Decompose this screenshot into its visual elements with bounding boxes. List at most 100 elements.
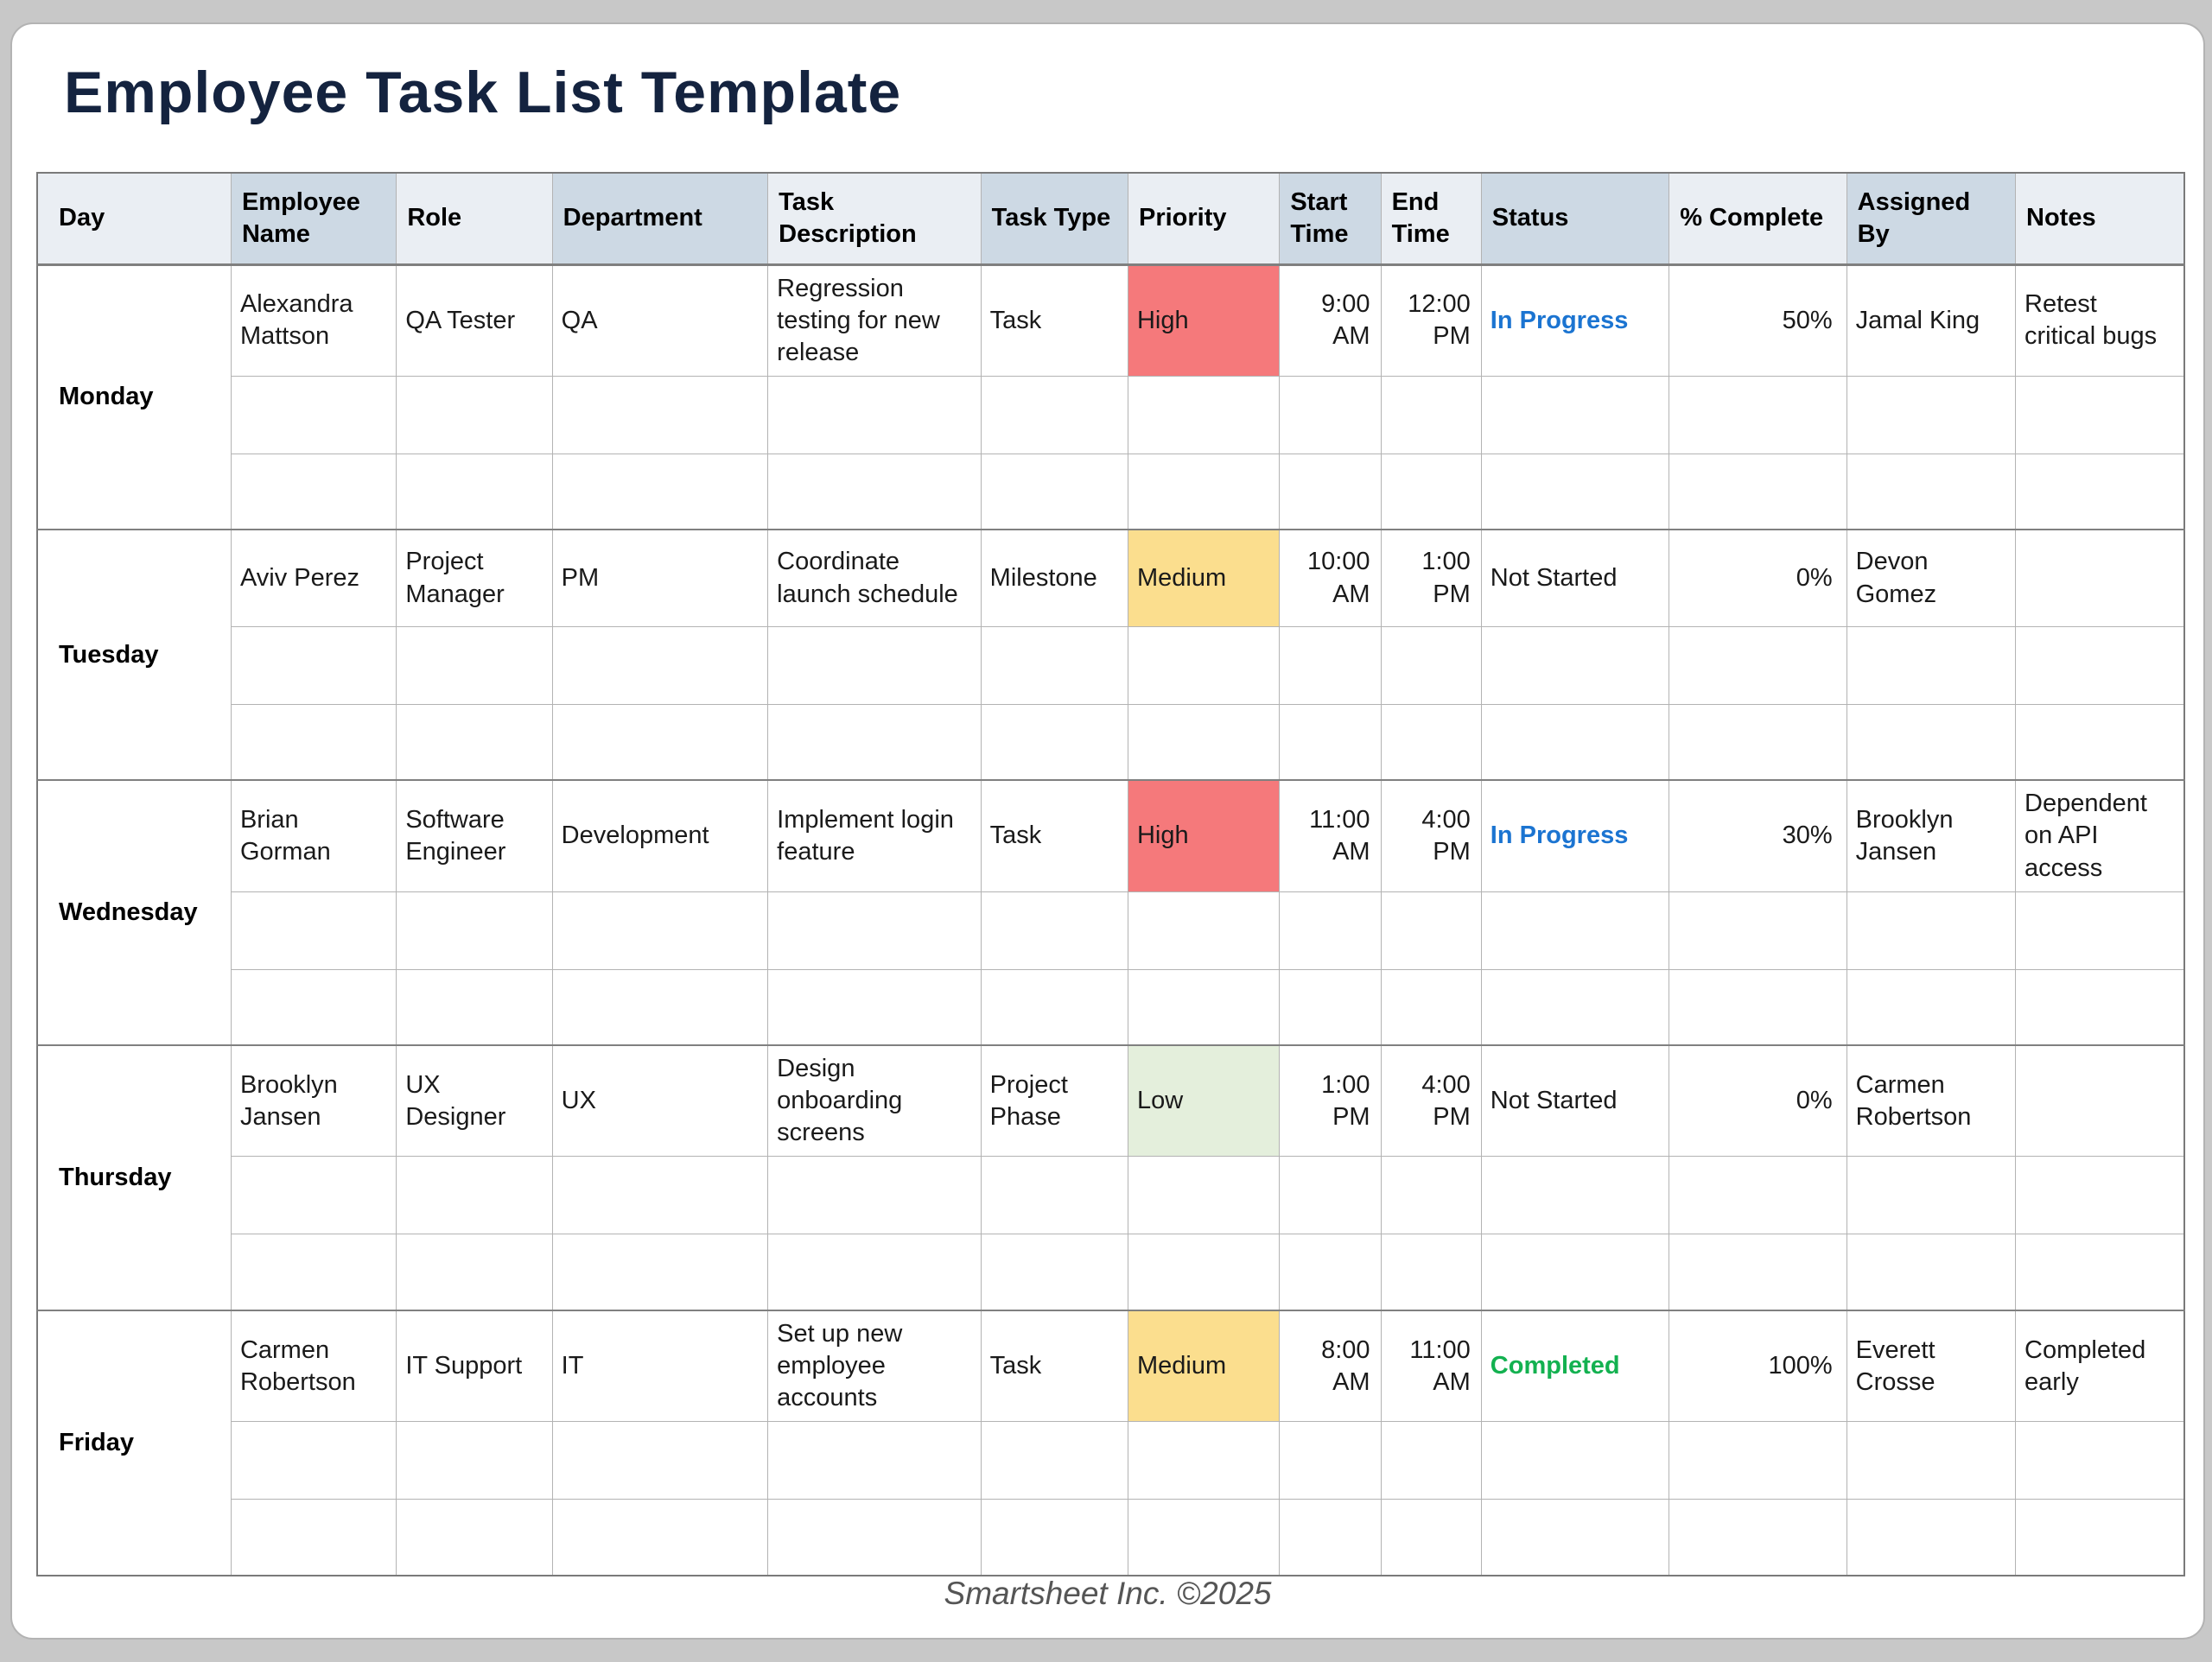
empty-cell xyxy=(2015,453,2185,530)
cell-assigned-by: Jamal King xyxy=(1846,263,2017,377)
cell-percent-complete: 100% xyxy=(1669,1309,1847,1423)
empty-cell xyxy=(1279,625,1382,705)
empty-cell xyxy=(1480,968,1670,1046)
cell-task-description: Set up new employee accounts xyxy=(767,1309,982,1423)
cell-percent-complete: 0% xyxy=(1669,529,1847,627)
empty-cell xyxy=(396,891,553,970)
cell-priority: Medium xyxy=(1127,1309,1281,1423)
empty-cell xyxy=(980,375,1128,454)
empty-cell xyxy=(230,1234,397,1311)
table-row: Wednesday Brian Gorman Software Engineer… xyxy=(36,779,2185,1046)
empty-cell xyxy=(1380,625,1482,705)
empty-row xyxy=(37,1234,2185,1311)
empty-cell xyxy=(1279,1499,1382,1576)
empty-cell xyxy=(1846,625,2017,705)
task-table-wrapper: Day Employee Name Role Department Task D… xyxy=(36,172,2185,1576)
empty-cell xyxy=(2015,1156,2185,1235)
empty-cell xyxy=(551,968,769,1046)
table-row: Monday Alexandra Mattson QA Tester QA Re… xyxy=(36,263,2185,530)
cell-notes xyxy=(2015,529,2185,627)
empty-cell xyxy=(2015,375,2185,454)
cell-assigned-by: Devon Gomez xyxy=(1846,529,2017,627)
empty-cell xyxy=(1380,1234,1482,1311)
empty-cell xyxy=(551,625,769,705)
empty-cell xyxy=(551,891,769,970)
empty-cell xyxy=(1480,375,1670,454)
header-task-type: Task Type xyxy=(980,172,1128,266)
empty-cell xyxy=(767,891,982,970)
empty-cell xyxy=(551,453,769,530)
empty-cell xyxy=(396,625,553,705)
empty-cell xyxy=(767,703,982,781)
empty-cell xyxy=(2015,891,2185,970)
empty-cell xyxy=(396,1499,553,1576)
empty-cell xyxy=(1480,1499,1670,1576)
empty-cell xyxy=(396,1156,553,1235)
empty-cell xyxy=(980,1499,1128,1576)
day-label-tuesday: Tuesday xyxy=(36,529,232,781)
cell-status: In Progress xyxy=(1480,263,1670,377)
cell-role: Software Engineer xyxy=(396,779,553,892)
empty-cell xyxy=(1127,625,1281,705)
cell-department: PM xyxy=(551,529,769,627)
empty-cell xyxy=(396,1421,553,1500)
day-label-friday: Friday xyxy=(36,1309,232,1576)
empty-cell xyxy=(1846,968,2017,1046)
empty-cell xyxy=(1279,1421,1382,1500)
empty-row xyxy=(37,703,2185,781)
empty-cell xyxy=(230,968,397,1046)
cell-employee-name: Carmen Robertson xyxy=(230,1309,397,1423)
empty-cell xyxy=(980,703,1128,781)
empty-cell xyxy=(230,1156,397,1235)
page-title: Employee Task List Template xyxy=(64,60,902,125)
cell-employee-name: Brian Gorman xyxy=(230,779,397,892)
cell-start-time: 1:00 PM xyxy=(1279,1044,1382,1158)
empty-cell xyxy=(767,968,982,1046)
empty-cell xyxy=(767,1421,982,1500)
empty-cell xyxy=(767,1499,982,1576)
empty-cell xyxy=(230,625,397,705)
cell-role: UX Designer xyxy=(396,1044,553,1158)
empty-row xyxy=(37,1499,2185,1576)
empty-cell xyxy=(230,1421,397,1500)
header-priority: Priority xyxy=(1127,172,1281,266)
cell-start-time: 9:00 AM xyxy=(1279,263,1382,377)
empty-cell xyxy=(1846,703,2017,781)
empty-row xyxy=(37,891,2185,970)
cell-priority: High xyxy=(1127,263,1281,377)
cell-employee-name: Brooklyn Jansen xyxy=(230,1044,397,1158)
empty-cell xyxy=(767,1156,982,1235)
empty-cell xyxy=(980,1234,1128,1311)
cell-start-time: 10:00 AM xyxy=(1279,529,1382,627)
header-status: Status xyxy=(1480,172,1670,266)
empty-cell xyxy=(1669,703,1847,781)
empty-cell xyxy=(767,1234,982,1311)
empty-cell xyxy=(1279,453,1382,530)
footer-copyright: Smartsheet Inc. ©2025 xyxy=(944,1576,1272,1611)
empty-cell xyxy=(396,453,553,530)
empty-cell xyxy=(1127,375,1281,454)
empty-cell xyxy=(1669,891,1847,970)
empty-cell xyxy=(1846,1499,2017,1576)
cell-assigned-by: Carmen Robertson xyxy=(1846,1044,2017,1158)
empty-cell xyxy=(2015,1421,2185,1500)
empty-cell xyxy=(980,968,1128,1046)
empty-cell xyxy=(396,1234,553,1311)
day-label-monday: Monday xyxy=(36,263,232,530)
cell-notes: Retest critical bugs xyxy=(2015,263,2185,377)
empty-cell xyxy=(551,1156,769,1235)
cell-end-time: 4:00 PM xyxy=(1380,779,1482,892)
empty-cell xyxy=(396,968,553,1046)
cell-task-description: Implement login feature xyxy=(767,779,982,892)
cell-priority: Low xyxy=(1127,1044,1281,1158)
empty-row xyxy=(37,375,2185,454)
empty-cell xyxy=(1480,1156,1670,1235)
empty-cell xyxy=(1846,1421,2017,1500)
cell-status: In Progress xyxy=(1480,779,1670,892)
empty-cell xyxy=(2015,1499,2185,1576)
cell-task-type: Task xyxy=(980,263,1128,377)
cell-department: QA xyxy=(551,263,769,377)
empty-row xyxy=(37,453,2185,530)
empty-cell xyxy=(1669,453,1847,530)
cell-end-time: 1:00 PM xyxy=(1380,529,1482,627)
